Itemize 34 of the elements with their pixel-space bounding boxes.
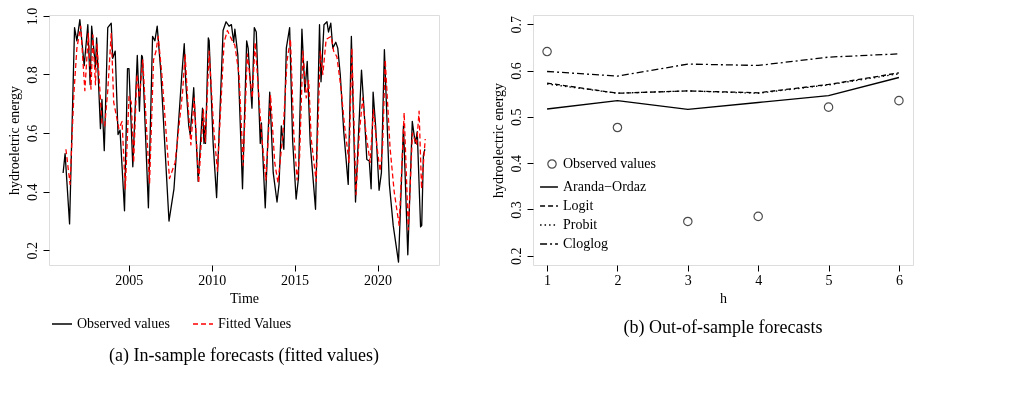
x-tick-label: 6 (895, 272, 903, 288)
y-axis-title: hydroelectric energy (490, 82, 506, 199)
text: (b) Out-of-sample forecasts (623, 317, 823, 338)
y-tick-label: 0.6 (24, 124, 40, 143)
y-tick-label: 0.2 (508, 247, 524, 265)
x-tick-label: 3 (684, 272, 692, 288)
x-tick-label: 2005 (115, 272, 144, 288)
legend-label: Logit (563, 198, 594, 213)
legend-label: Probit (563, 217, 598, 232)
y-tick-label: 0.5 (508, 108, 524, 127)
x-tick-label: 2015 (281, 272, 310, 288)
legend-label: Cloglog (563, 236, 609, 251)
y-axis-title: hydroeletric energy (6, 86, 22, 195)
y-tick-label: 0.3 (508, 201, 524, 219)
x-axis-title: h (720, 290, 727, 306)
x-tick-label: 2 (614, 272, 622, 288)
legend-label: Fitted Values (218, 316, 292, 331)
y-tick-label: 0.4 (24, 183, 40, 201)
x-tick-label: 4 (755, 272, 763, 288)
y-tick-label: 0.8 (24, 66, 40, 84)
x-tick-label: 2020 (364, 272, 393, 288)
x-tick-label: 5 (825, 272, 833, 288)
y-tick-label: 0.6 (508, 62, 524, 80)
x-axis-title: Time (229, 290, 260, 306)
y-tick-label: 0.7 (508, 16, 524, 34)
text: (a) In-sample forecasts (fitted values) (109, 345, 379, 366)
y-tick-label: 0.4 (508, 154, 524, 173)
x-tick-label: 1 (544, 272, 552, 288)
legend-label: Observed values (563, 156, 656, 171)
x-tick-label: 2010 (198, 272, 227, 288)
y-tick-label: 0.2 (24, 242, 40, 260)
legend-label: Aranda−Ordaz (563, 179, 647, 194)
y-tick-label: 1.0 (24, 7, 40, 26)
legend-label: Observed values (77, 316, 170, 331)
